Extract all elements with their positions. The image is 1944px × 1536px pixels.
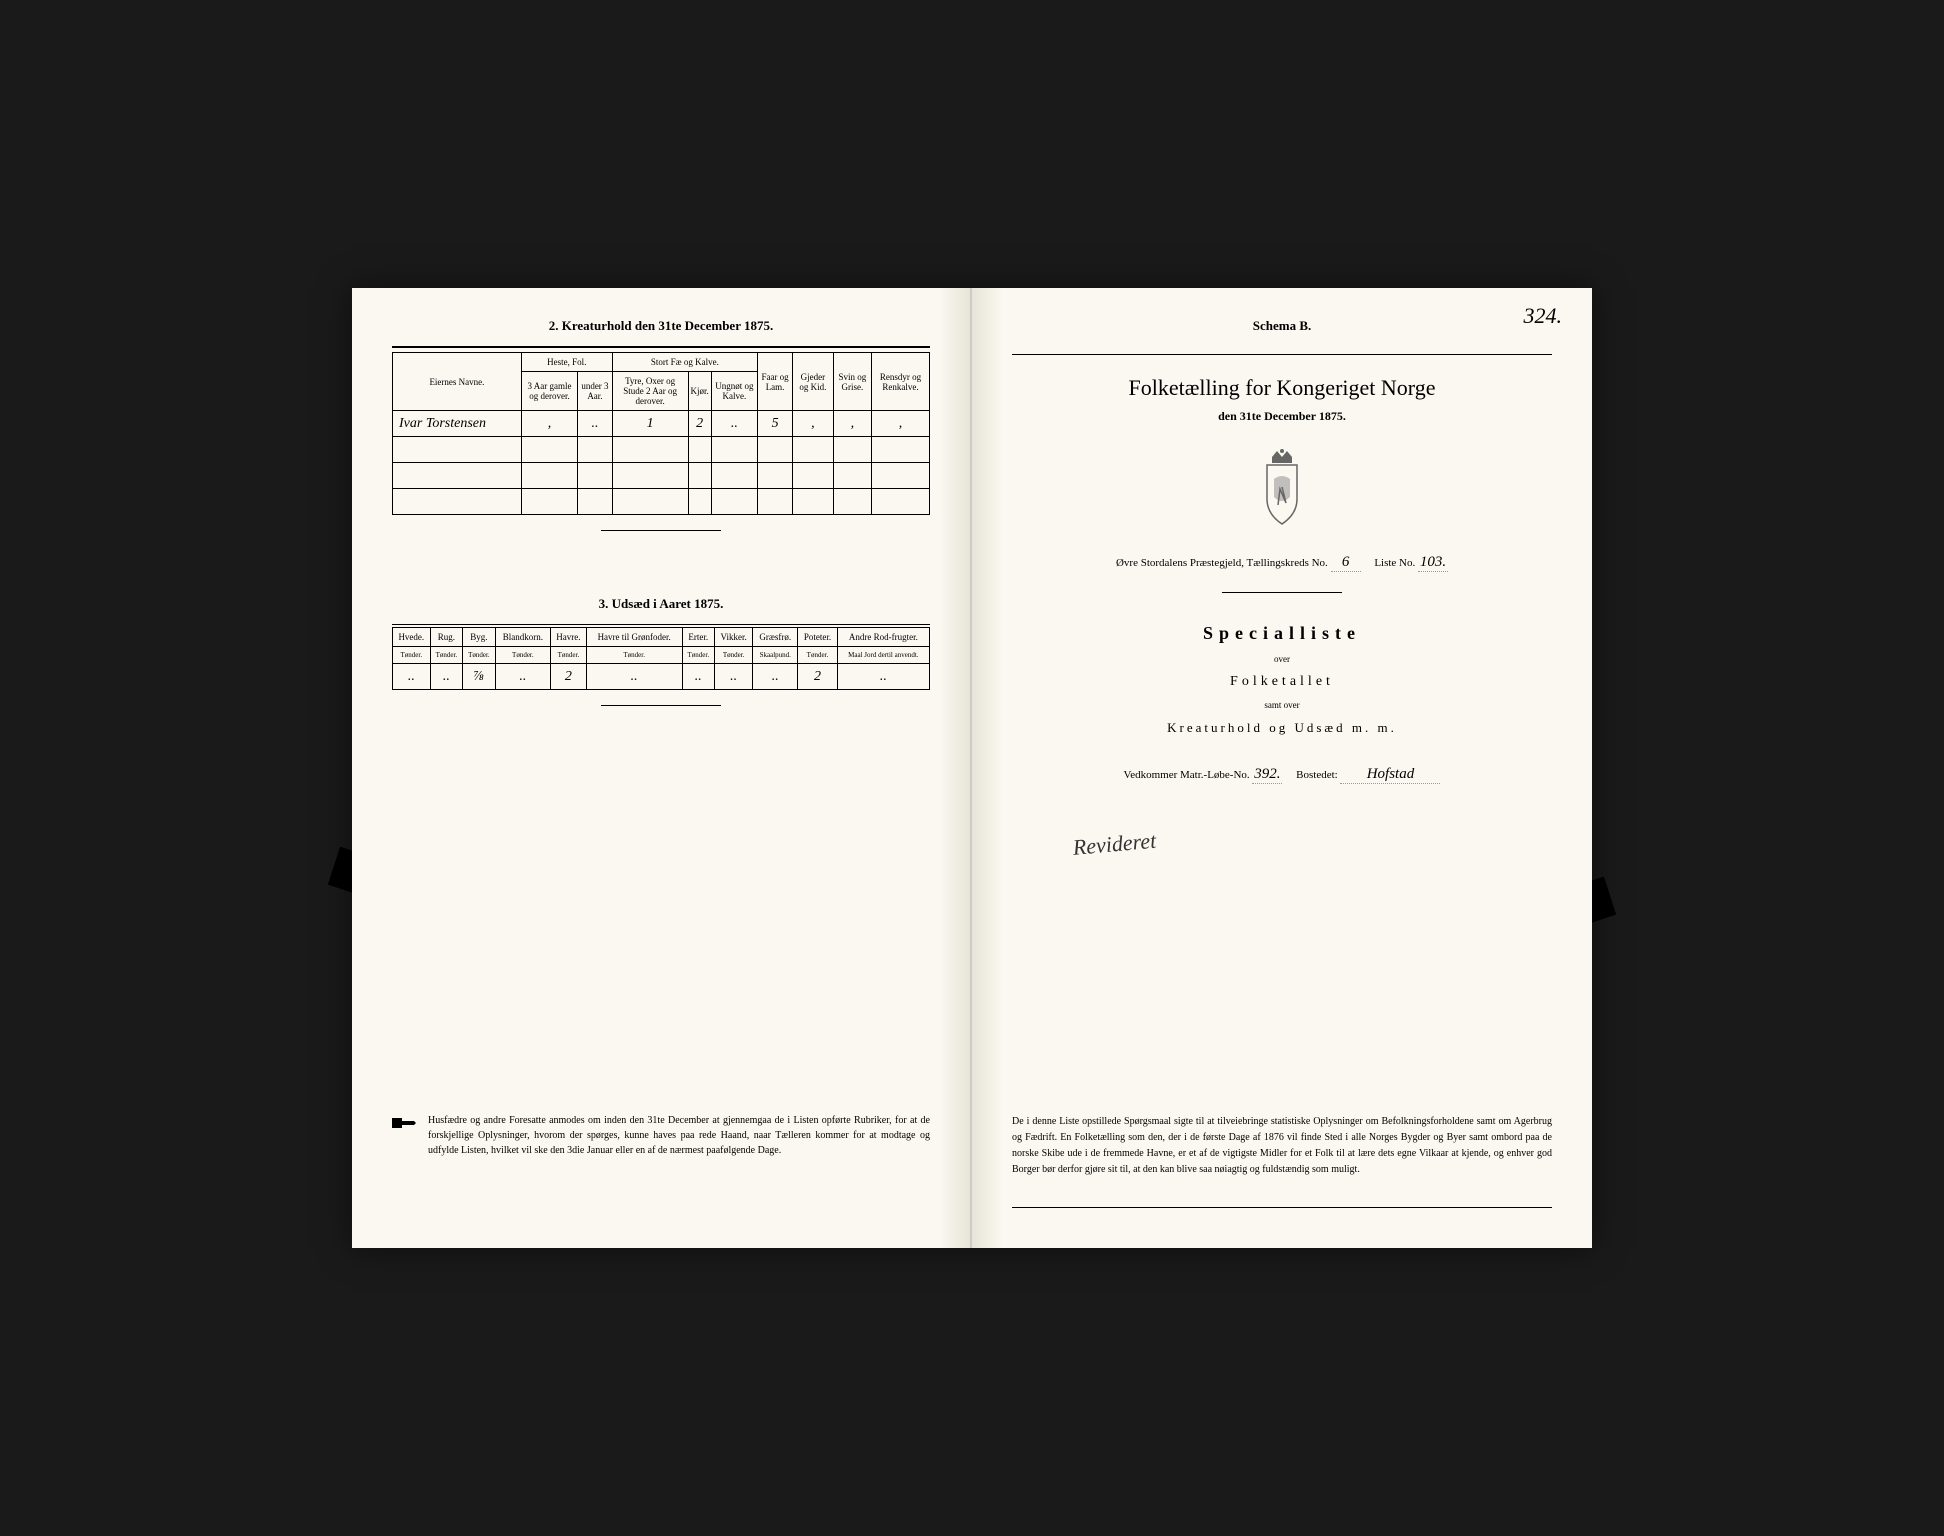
- table-row: [393, 463, 930, 489]
- folketallet-text: Folketallet: [1012, 674, 1552, 690]
- matr-number: 392.: [1252, 766, 1282, 784]
- over-text: over: [1012, 654, 1552, 664]
- seed-table: Hvede.Rug.Byg.Blandkorn.Havre.Havre til …: [392, 627, 930, 690]
- pointing-hand-icon: [392, 1115, 416, 1131]
- cell: ,: [872, 411, 930, 437]
- col-subheader: Tønder.: [586, 647, 682, 664]
- vedkommer-label: Vedkommer Matr.-Løbe-No.: [1124, 769, 1250, 781]
- parish-label: Øvre Stordalens Præstegjeld, Tællingskre…: [1116, 557, 1328, 569]
- col-header: Rug.: [430, 628, 463, 647]
- cell: ,: [793, 411, 834, 437]
- cell: ..: [715, 664, 753, 690]
- col-header: Blandkorn.: [495, 628, 550, 647]
- cell: ..: [682, 664, 715, 690]
- col-group-stort: Stort Fæ og Kalve.: [612, 353, 757, 372]
- col-header: Poteter.: [798, 628, 837, 647]
- rule: [601, 530, 721, 531]
- col-subheader: Tønder.: [393, 647, 431, 664]
- col-rensdyr: Rensdyr og Renkalve.: [872, 353, 930, 411]
- cell: 5: [758, 411, 793, 437]
- left-page: 2. Kreaturhold den 31te December 1875. E…: [352, 288, 972, 1248]
- col-subheader: Skaalpund.: [753, 647, 798, 664]
- col-owners: Eiernes Navne.: [393, 353, 522, 411]
- col-subheader: Tønder.: [495, 647, 550, 664]
- main-title: Folketælling for Kongeriget Norge: [1012, 375, 1552, 401]
- rule: [392, 624, 930, 625]
- col-subheader: Tønder.: [463, 647, 496, 664]
- liste-label: Liste No.: [1374, 557, 1415, 569]
- cell: ..: [837, 664, 929, 690]
- col-header: Erter.: [682, 628, 715, 647]
- col-subheader: Tønder.: [682, 647, 715, 664]
- col-faar: Faar og Lam.: [758, 353, 793, 411]
- cell: ,: [833, 411, 871, 437]
- rule: [1012, 354, 1552, 355]
- table-row: [393, 437, 930, 463]
- col-heste2: under 3 Aar.: [578, 372, 613, 411]
- date-line: den 31te December 1875.: [1012, 409, 1552, 424]
- book-spread: 2. Kreaturhold den 31te December 1875. E…: [352, 288, 1592, 1248]
- col-stort1: Tyre, Oxer og Stude 2 Aar og derover.: [612, 372, 688, 411]
- col-header: Andre Rod-frugter.: [837, 628, 929, 647]
- col-subheader: Tønder.: [798, 647, 837, 664]
- col-header: Hvede.: [393, 628, 431, 647]
- kreatur-line: Kreaturhold og Udsæd m. m.: [1012, 720, 1552, 736]
- col-group-heste: Heste, Fol.: [521, 353, 612, 372]
- samt-over-text: samt over: [1012, 700, 1552, 710]
- rule: [392, 346, 930, 348]
- col-header: Havre.: [551, 628, 587, 647]
- col-header: Havre til Grønfoder.: [586, 628, 682, 647]
- cell: ..: [495, 664, 550, 690]
- rule: [1012, 1207, 1552, 1208]
- col-stort3: Ungnøt og Kalve.: [711, 372, 757, 411]
- revised-stamp: Revideret: [1072, 793, 1552, 861]
- footnote: Husfædre og andre Foresatte anmodes om i…: [392, 1113, 930, 1158]
- section3-title: 3. Udsæd i Aaret 1875.: [392, 596, 930, 612]
- bostedet-label: Bostedet:: [1296, 769, 1338, 781]
- rule: [1222, 592, 1342, 593]
- cell: ,: [521, 411, 577, 437]
- coat-of-arms-icon: [1252, 449, 1312, 529]
- cell: ..: [393, 664, 431, 690]
- col-subheader: Tønder.: [551, 647, 587, 664]
- table-row: Ivar Torstensen , .. 1 2 .. 5 , , ,: [393, 411, 930, 437]
- col-stort2: Kjør.: [688, 372, 711, 411]
- cell: 2: [798, 664, 837, 690]
- col-header: Græsfrø.: [753, 628, 798, 647]
- right-page: Schema B. 324. Folketælling for Kongerig…: [972, 288, 1592, 1248]
- col-subheader: Tønder.: [715, 647, 753, 664]
- vedkommer-line: Vedkommer Matr.-Løbe-No. 392. Bostedet: …: [1012, 766, 1552, 784]
- cell: 2: [688, 411, 711, 437]
- cell: ⅞: [463, 664, 496, 690]
- col-subheader: Maal Jord dertil anvendt.: [837, 647, 929, 664]
- cell: 2: [551, 664, 587, 690]
- cell: ..: [711, 411, 757, 437]
- cell: ..: [578, 411, 613, 437]
- specialliste-title: Specialliste: [1012, 623, 1552, 644]
- schema-label: Schema B.: [1012, 318, 1552, 334]
- cell: 1: [612, 411, 688, 437]
- cell: ..: [430, 664, 463, 690]
- col-heste1: 3 Aar gamle og derover.: [521, 372, 577, 411]
- col-svin: Svin og Grise.: [833, 353, 871, 411]
- bottom-paragraph: De i denne Liste opstillede Spørgsmaal s…: [1012, 1114, 1552, 1178]
- section2-title: 2. Kreaturhold den 31te December 1875.: [392, 318, 930, 334]
- kreds-number: 6: [1331, 554, 1361, 572]
- cell: ..: [753, 664, 798, 690]
- bostedet-value: Hofstad: [1340, 766, 1440, 784]
- col-gjeder: Gjeder og Kid.: [793, 353, 834, 411]
- page-number: 324.: [1524, 303, 1563, 329]
- col-subheader: Tønder.: [430, 647, 463, 664]
- parish-line: Øvre Stordalens Præstegjeld, Tællingskre…: [1012, 554, 1552, 572]
- livestock-table: Eiernes Navne. Heste, Fol. Stort Fæ og K…: [392, 352, 930, 515]
- footnote-text: Husfædre og andre Foresatte anmodes om i…: [428, 1113, 930, 1158]
- rule: [601, 705, 721, 706]
- table-row: ....⅞..2........2..: [393, 664, 930, 690]
- liste-number: 103.: [1418, 554, 1448, 572]
- col-header: Vikker.: [715, 628, 753, 647]
- cell-owner: Ivar Torstensen: [393, 411, 522, 437]
- col-header: Byg.: [463, 628, 496, 647]
- cell: ..: [586, 664, 682, 690]
- table-row: [393, 489, 930, 515]
